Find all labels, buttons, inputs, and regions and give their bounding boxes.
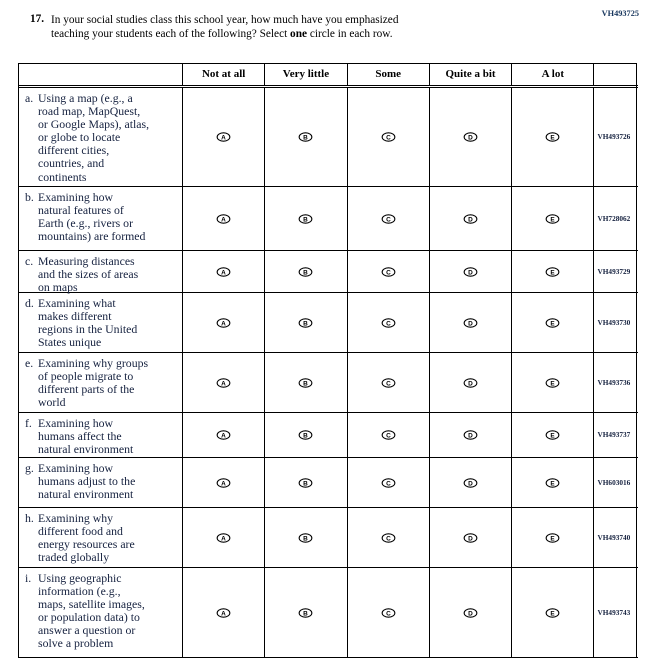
svg-text:E: E bbox=[551, 480, 556, 487]
svg-text:E: E bbox=[551, 269, 556, 276]
svg-text:C: C bbox=[386, 535, 391, 542]
svg-text:E: E bbox=[551, 432, 556, 439]
svg-text:D: D bbox=[468, 380, 473, 387]
svg-text:D: D bbox=[468, 432, 473, 439]
svg-text:A: A bbox=[221, 134, 226, 141]
svg-text:B: B bbox=[304, 269, 309, 276]
svg-text:B: B bbox=[304, 480, 309, 487]
svg-text:B: B bbox=[304, 216, 309, 223]
svg-text:D: D bbox=[468, 480, 473, 487]
svg-text:B: B bbox=[304, 320, 309, 327]
svg-text:D: D bbox=[468, 216, 473, 223]
svg-text:C: C bbox=[386, 380, 391, 387]
svg-text:C: C bbox=[386, 216, 391, 223]
svg-text:C: C bbox=[386, 480, 391, 487]
svg-text:A: A bbox=[221, 269, 226, 276]
svg-text:C: C bbox=[386, 610, 391, 617]
svg-text:A: A bbox=[221, 380, 226, 387]
svg-text:C: C bbox=[386, 134, 391, 141]
svg-text:A: A bbox=[221, 216, 226, 223]
svg-text:E: E bbox=[551, 134, 556, 141]
svg-text:A: A bbox=[221, 610, 226, 617]
svg-text:B: B bbox=[304, 610, 309, 617]
svg-text:E: E bbox=[551, 610, 556, 617]
svg-text:E: E bbox=[551, 535, 556, 542]
svg-text:D: D bbox=[468, 134, 473, 141]
svg-text:B: B bbox=[304, 535, 309, 542]
svg-text:C: C bbox=[386, 269, 391, 276]
svg-text:A: A bbox=[221, 480, 226, 487]
svg-text:D: D bbox=[468, 535, 473, 542]
svg-text:D: D bbox=[468, 610, 473, 617]
svg-text:E: E bbox=[551, 320, 556, 327]
svg-text:D: D bbox=[468, 269, 473, 276]
svg-text:E: E bbox=[551, 216, 556, 223]
svg-text:B: B bbox=[304, 380, 309, 387]
svg-text:B: B bbox=[304, 432, 309, 439]
svg-text:D: D bbox=[468, 320, 473, 327]
svg-text:C: C bbox=[386, 320, 391, 327]
svg-text:A: A bbox=[221, 432, 226, 439]
svg-text:C: C bbox=[386, 432, 391, 439]
svg-text:B: B bbox=[304, 134, 309, 141]
svg-text:A: A bbox=[221, 535, 226, 542]
svg-text:E: E bbox=[551, 380, 556, 387]
svg-text:A: A bbox=[221, 320, 226, 327]
